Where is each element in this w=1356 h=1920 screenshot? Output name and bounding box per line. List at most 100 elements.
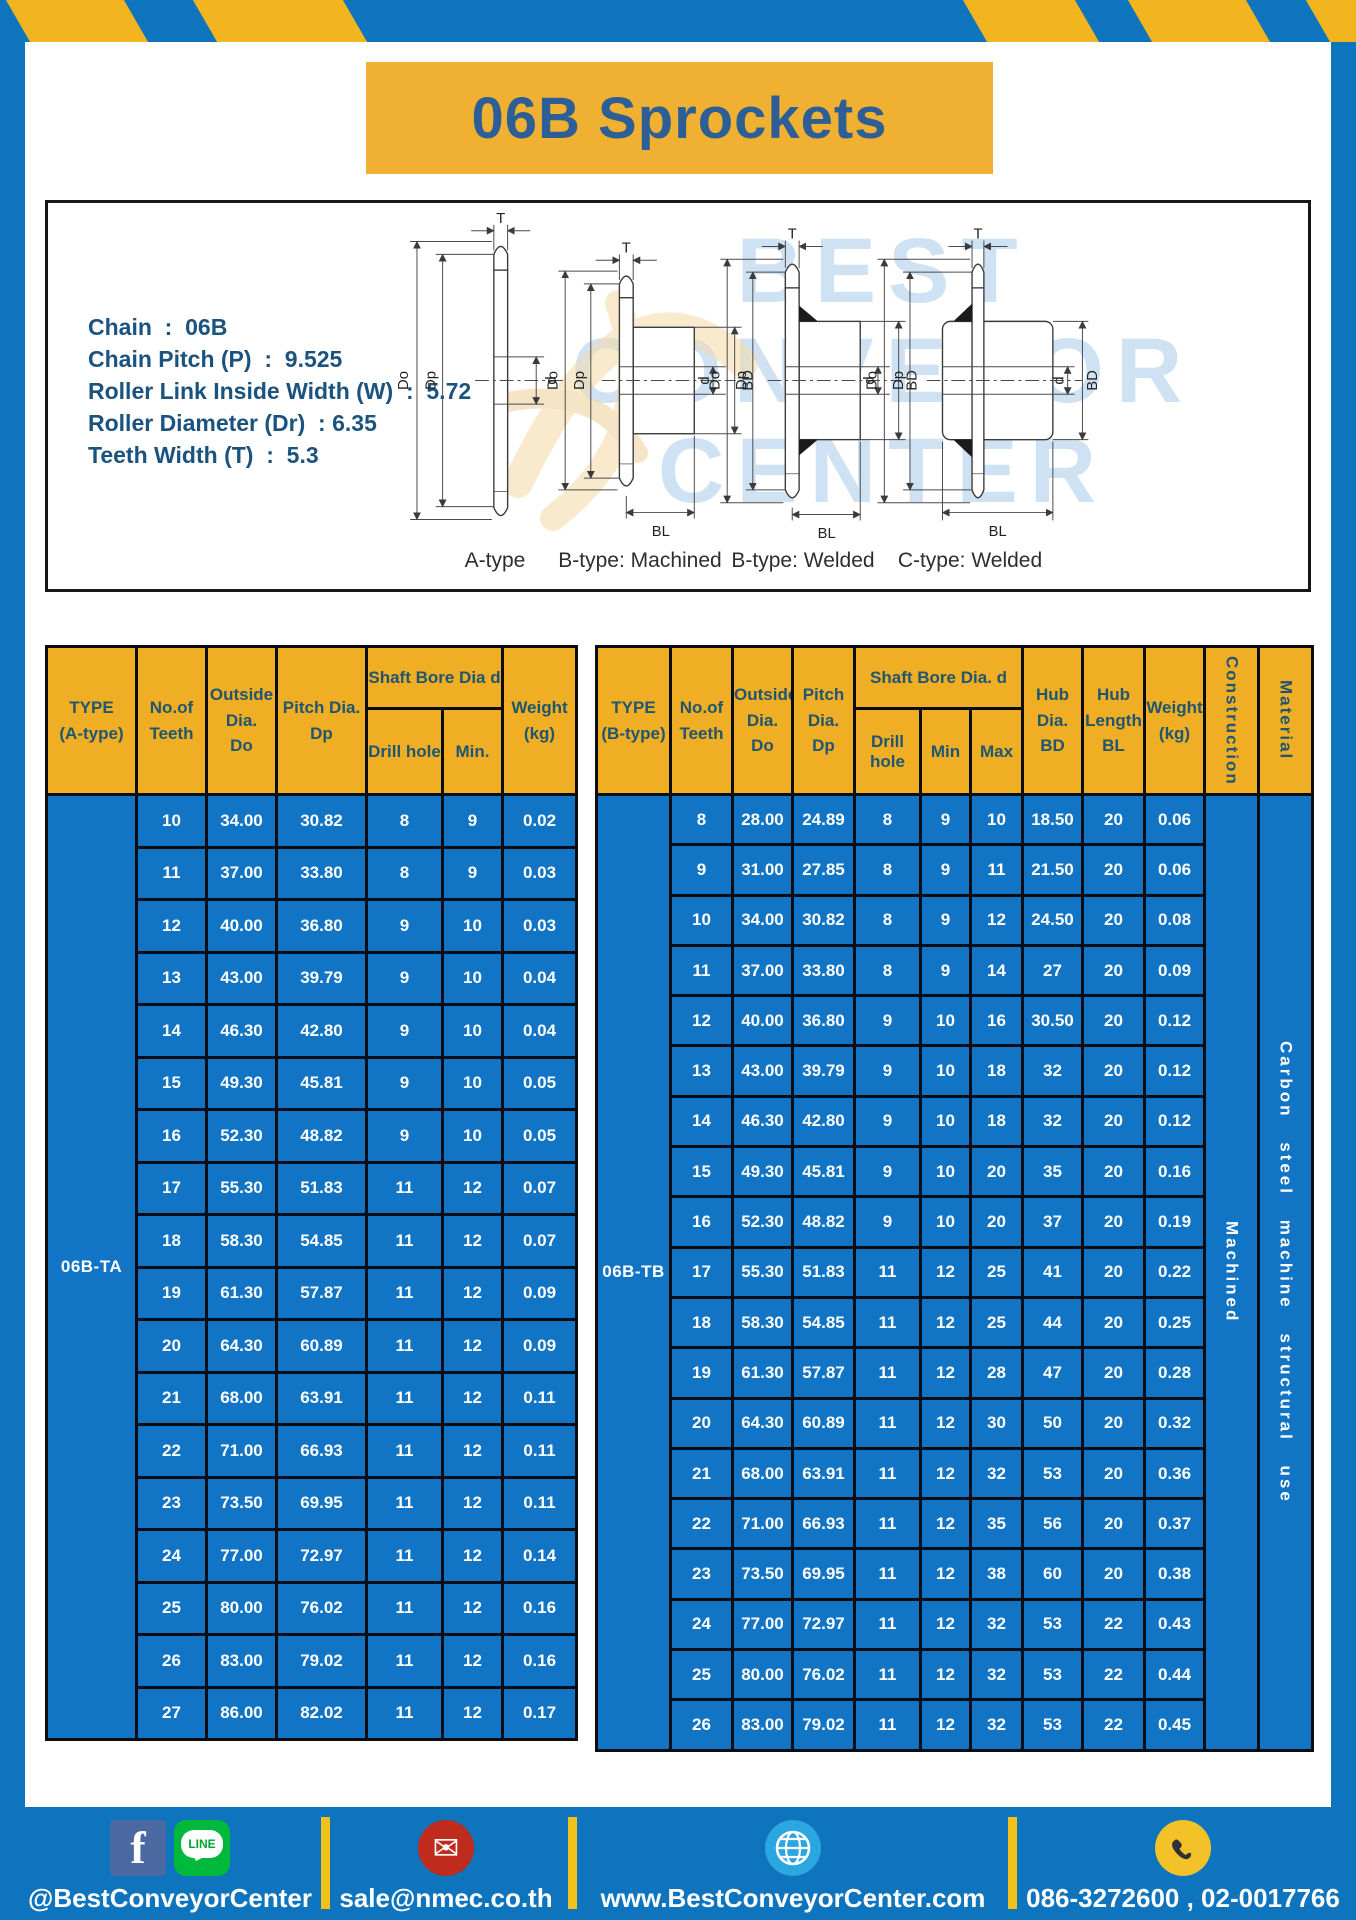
- cell-dp: 72.97: [791, 1597, 856, 1652]
- cell-bd: 53: [1021, 1698, 1084, 1752]
- table-row: 11 37.00 33.80 8 9 0.03: [47, 845, 578, 901]
- cell-min: 12: [441, 1423, 504, 1479]
- svg-text:T: T: [788, 227, 797, 243]
- footer-divider: [1008, 1817, 1017, 1909]
- band-stripe: [1120, 0, 1278, 42]
- svg-text:Dp: Dp: [734, 371, 750, 390]
- cell-teeth: 8: [669, 792, 734, 847]
- cell-dp: 66.93: [791, 1497, 856, 1551]
- cell-weight: 0.37: [1143, 1497, 1206, 1551]
- table-b-type: TYPE (B-type) No.of Teeth Outside Dia. Do Pi…: [595, 645, 1314, 1752]
- cell-drill: 9: [365, 898, 444, 954]
- cell-teeth: 25: [135, 1580, 208, 1636]
- footer-social-group[interactable]: f LINE @BestConveyorCenter: [20, 1807, 320, 1920]
- social-handle[interactable]: @BestConveyorCenter: [28, 1883, 312, 1913]
- cell-dp: 39.79: [791, 1044, 856, 1098]
- header-min: Min: [919, 707, 972, 796]
- header-construction: Construction: [1203, 645, 1260, 796]
- diagram-c-type-welded: T Do Dp d BD BL: [848, 211, 1103, 551]
- footer-phone-group[interactable]: 086-3272600 , 02-0017766: [1018, 1807, 1348, 1920]
- cell-max: 25: [969, 1295, 1024, 1350]
- phone-icon[interactable]: [1155, 1820, 1211, 1876]
- cell-bl: 22: [1081, 1648, 1146, 1702]
- cell-drill: 11: [365, 1213, 444, 1269]
- table-row: 26 83.00 79.02 11 12 32 53 22 0.45: [597, 1698, 1313, 1752]
- cell-dp: 48.82: [275, 1108, 368, 1164]
- cell-weight: 0.11: [501, 1370, 578, 1426]
- cell-drill: 11: [853, 1497, 922, 1551]
- cell-do: 40.00: [731, 994, 794, 1048]
- table-row: 22 71.00 66.93 11 12 35 56 20 0.37: [597, 1497, 1313, 1551]
- svg-text:BL: BL: [818, 526, 836, 542]
- cell-min: 12: [919, 1346, 972, 1400]
- cell-do: 40.00: [205, 898, 278, 954]
- cell-min: 10: [919, 1094, 972, 1149]
- phone-numbers[interactable]: 086-3272600 , 02-0017766: [1026, 1883, 1340, 1913]
- cell-do: 49.30: [731, 1145, 794, 1199]
- table-row: 19 61.30 57.87 11 12 28 47 20 0.28: [597, 1346, 1313, 1400]
- svg-text:Dp: Dp: [891, 371, 907, 390]
- cell-min: 12: [441, 1213, 504, 1269]
- table-row: 23 73.50 69.95 11 12 38 60 20 0.38: [597, 1547, 1313, 1601]
- cell-weight: 0.17: [501, 1685, 578, 1741]
- header-teeth: No.of Teeth: [135, 645, 208, 796]
- table-row: 20 64.30 60.89 11 12 0.09: [47, 1318, 578, 1374]
- email-address[interactable]: sale@nmec.co.th: [339, 1883, 553, 1913]
- cell-teeth: 14: [135, 1003, 208, 1059]
- cell-do: 37.00: [731, 943, 794, 998]
- cell-min: 10: [919, 1044, 972, 1098]
- mail-icon[interactable]: ✉: [418, 1820, 474, 1876]
- cell-dp: 27.85: [791, 843, 856, 897]
- cell-do: 46.30: [205, 1003, 278, 1059]
- cell-drill: 8: [853, 893, 922, 947]
- svg-text:BL: BL: [989, 524, 1007, 540]
- cell-weight: 0.12: [1143, 994, 1206, 1048]
- cell-bd: 37: [1021, 1195, 1084, 1249]
- cell-teeth: 19: [135, 1265, 208, 1321]
- page-title: 06B Sprockets: [471, 85, 888, 151]
- cell-weight: 0.12: [1143, 1094, 1206, 1149]
- spec-line: Teeth Width (T) : 5.3: [88, 442, 319, 468]
- line-icon[interactable]: LINE: [174, 1820, 230, 1876]
- cell-do: 43.00: [205, 950, 278, 1006]
- cell-min: 12: [919, 1497, 972, 1551]
- cell-drill: 11: [365, 1633, 444, 1689]
- facebook-icon[interactable]: f: [110, 1820, 166, 1876]
- cell-dp: 36.80: [791, 994, 856, 1048]
- cell-weight: 0.04: [501, 1003, 578, 1059]
- cell-teeth: 23: [135, 1475, 208, 1531]
- cell-dp: 36.80: [275, 898, 368, 954]
- footer-email-group[interactable]: ✉ sale@nmec.co.th: [336, 1807, 556, 1920]
- cell-dp: 42.80: [791, 1094, 856, 1149]
- cell-max: 25: [969, 1245, 1024, 1299]
- cell-weight: 0.12: [1143, 1044, 1206, 1098]
- cell-do: 55.30: [731, 1245, 794, 1299]
- cell-bd: 53: [1021, 1446, 1084, 1501]
- svg-text:T: T: [973, 227, 982, 243]
- cell-teeth: 22: [135, 1423, 208, 1479]
- cell-max: 20: [969, 1195, 1024, 1249]
- cell-weight: 0.02: [501, 793, 578, 849]
- cell-weight: 0.05: [501, 1055, 578, 1111]
- cell-min: 12: [441, 1265, 504, 1321]
- cell-min: 10: [919, 1145, 972, 1199]
- globe-icon[interactable]: [765, 1820, 821, 1876]
- footer-divider: [321, 1817, 330, 1909]
- cell-do: 64.30: [205, 1318, 278, 1374]
- footer-website-group[interactable]: www.BestConveyorCenter.com: [601, 1807, 985, 1920]
- cell-teeth: 21: [669, 1446, 734, 1501]
- title-banner: 06B Sprockets: [366, 62, 993, 174]
- cell-weight: 0.28: [1143, 1346, 1206, 1400]
- cell-dp: 30.82: [791, 893, 856, 947]
- cell-teeth: 17: [669, 1245, 734, 1299]
- svg-text:T: T: [496, 211, 505, 227]
- website-url[interactable]: www.BestConveyorCenter.com: [600, 1883, 986, 1913]
- table-row: 19 61.30 57.87 11 12 0.09: [47, 1265, 578, 1321]
- table-row: 21 68.00 63.91 11 12 0.11: [47, 1370, 578, 1426]
- chain-spec-block: Chain : 06B Chain Pitch (P) : 9.525 Roll…: [88, 311, 471, 471]
- cell-dp: 24.89: [791, 792, 856, 847]
- cell-max: 32: [969, 1648, 1024, 1702]
- cell-max: 32: [969, 1597, 1024, 1652]
- cell-drill: 9: [365, 1108, 444, 1164]
- cell-bd: 32: [1021, 1044, 1084, 1098]
